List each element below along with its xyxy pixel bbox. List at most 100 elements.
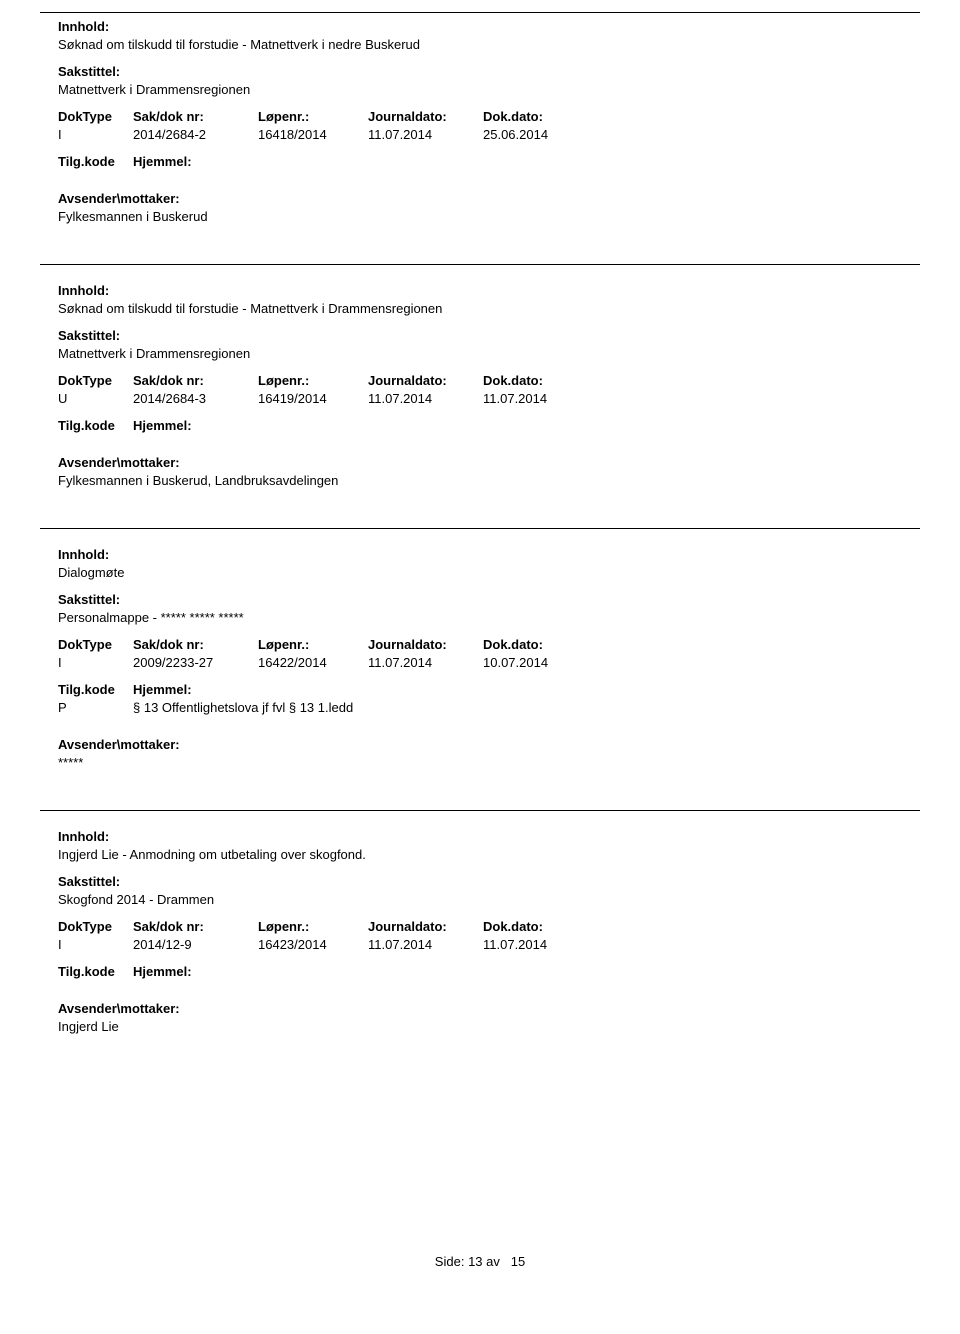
- innhold-label: Innhold:: [58, 19, 920, 34]
- dokdato-header: Dok.dato:: [483, 919, 593, 934]
- avsender-value: Ingjerd Lie: [58, 1019, 920, 1034]
- record-divider: [40, 264, 920, 265]
- doktype-value: U: [58, 391, 133, 406]
- journal-record: Innhold:Søknad om tilskudd til forstudie…: [40, 19, 920, 224]
- lopenr-header: Løpenr.:: [258, 637, 368, 652]
- dokdato-header: Dok.dato:: [483, 373, 593, 388]
- avsender-label: Avsender\mottaker:: [58, 1001, 920, 1016]
- avsender-label: Avsender\mottaker:: [58, 191, 920, 206]
- journal-record: Innhold: Dialogmøte Sakstittel: Personalmap…: [40, 547, 920, 770]
- top-rule: [40, 12, 920, 13]
- lopenr-value: 16418/2014: [258, 127, 368, 142]
- lopenr-value: 16419/2014: [258, 391, 368, 406]
- footer-side-label: Side:: [435, 1254, 465, 1269]
- doktype-value: I: [58, 937, 133, 952]
- sakstittel-value: Matnettverk i Drammensregionen: [58, 346, 920, 361]
- saknr-header: Sak/dok nr:: [133, 373, 258, 388]
- hjemmel-label: Hjemmel:: [133, 154, 192, 169]
- journal-record: Innhold: Ingjerd Lie - Anmodning om utbet…: [40, 829, 920, 1034]
- records-container: Innhold: Søknad om tilskudd til forstudie…: [40, 19, 920, 1034]
- innhold-label: Innhold:: [58, 283, 920, 298]
- innhold-label: Innhold:: [58, 829, 920, 844]
- record-data-row: I2014/2684-216418/201411.07.201425.06.20…: [58, 127, 920, 142]
- innhold-value: Ingjerd Lie - Anmodning om utbetaling ov…: [58, 847, 920, 862]
- journaldato-header: Journaldato:: [368, 919, 483, 934]
- sakstittel-label: Sakstittel:: [58, 64, 920, 79]
- tilgkode-value: P: [58, 700, 133, 715]
- hjemmel-label: Hjemmel:: [133, 418, 192, 433]
- tilgkode-row: Tilg.kodeHjemmel:: [58, 154, 920, 169]
- sakstittel-value: Skogfond 2014 - Drammen: [58, 892, 920, 907]
- record-data-row: I2014/12-916423/201411.07.201411.07.2014: [58, 937, 920, 952]
- journaldato-header: Journaldato:: [368, 637, 483, 652]
- journaldato-value: 11.07.2014: [368, 937, 483, 952]
- tilgkode-label: Tilg.kode: [58, 964, 133, 979]
- avsender-value: Fylkesmannen i Buskerud: [58, 209, 920, 224]
- tilgkode-label: Tilg.kode: [58, 682, 133, 697]
- record-data-row: U2014/2684-316419/201411.07.201411.07.20…: [58, 391, 920, 406]
- sakstittel-label: Sakstittel:: [58, 592, 920, 607]
- record-divider: [40, 528, 920, 529]
- hjemmel-label: Hjemmel:: [133, 964, 192, 979]
- saknr-value: 2014/2684-2: [133, 127, 258, 142]
- doktype-value: I: [58, 127, 133, 142]
- journaldato-value: 11.07.2014: [368, 391, 483, 406]
- lopenr-value: 16423/2014: [258, 937, 368, 952]
- record-data-row: I2009/2233-2716422/201411.07.201410.07.2…: [58, 655, 920, 670]
- lopenr-header: Løpenr.:: [258, 109, 368, 124]
- dokdato-value: 11.07.2014: [483, 937, 593, 952]
- innhold-value: Søknad om tilskudd til forstudie - Matne…: [58, 301, 920, 316]
- journaldato-header: Journaldato:: [368, 373, 483, 388]
- page-footer: Side: 13 av 15: [40, 1254, 920, 1269]
- sakstittel-value: Matnettverk i Drammensregionen: [58, 82, 920, 97]
- dokdato-header: Dok.dato:: [483, 637, 593, 652]
- lopenr-value: 16422/2014: [258, 655, 368, 670]
- footer-page: 13: [468, 1254, 482, 1269]
- innhold-value: Dialogmøte: [58, 565, 920, 580]
- journaldato-value: 11.07.2014: [368, 655, 483, 670]
- tilgkode-label: Tilg.kode: [58, 418, 133, 433]
- saknr-value: 2009/2233-27: [133, 655, 258, 670]
- innhold-label: Innhold:: [58, 547, 920, 562]
- sakstittel-label: Sakstittel:: [58, 874, 920, 889]
- journaldato-value: 11.07.2014: [368, 127, 483, 142]
- tilgkode-row: Tilg.kodeHjemmel:: [58, 418, 920, 433]
- footer-total: 15: [511, 1254, 525, 1269]
- saknr-header: Sak/dok nr:: [133, 919, 258, 934]
- tilgkode-label: Tilg.kode: [58, 154, 133, 169]
- doktype-header: DokType: [58, 637, 133, 652]
- doktype-header: DokType: [58, 109, 133, 124]
- record-header-row: DokTypeSak/dok nr:Løpenr.:Journaldato:Do…: [58, 373, 920, 388]
- dokdato-value: 10.07.2014: [483, 655, 593, 670]
- footer-av: av: [486, 1254, 500, 1269]
- dokdato-value: 11.07.2014: [483, 391, 593, 406]
- dokdato-value: 25.06.2014: [483, 127, 593, 142]
- avsender-label: Avsender\mottaker:: [58, 455, 920, 470]
- saknr-header: Sak/dok nr:: [133, 637, 258, 652]
- avsender-label: Avsender\mottaker:: [58, 737, 920, 752]
- hjemmel-value-row: P§ 13 Offentlighetslova jf fvl § 13 1.le…: [58, 700, 920, 715]
- doktype-value: I: [58, 655, 133, 670]
- tilgkode-row: Tilg.kodeHjemmel:: [58, 964, 920, 979]
- tilgkode-row: Tilg.kodeHjemmel:: [58, 682, 920, 697]
- dokdato-header: Dok.dato:: [483, 109, 593, 124]
- record-divider: [40, 810, 920, 811]
- journaldato-header: Journaldato:: [368, 109, 483, 124]
- record-header-row: DokTypeSak/dok nr:Løpenr.:Journaldato:Do…: [58, 637, 920, 652]
- lopenr-header: Løpenr.:: [258, 373, 368, 388]
- sakstittel-label: Sakstittel:: [58, 328, 920, 343]
- hjemmel-label: Hjemmel:: [133, 682, 192, 697]
- avsender-value: *****: [58, 755, 920, 770]
- avsender-value: Fylkesmannen i Buskerud, Landbruksavdeli…: [58, 473, 920, 488]
- lopenr-header: Løpenr.:: [258, 919, 368, 934]
- record-header-row: DokTypeSak/dok nr:Løpenr.:Journaldato:Do…: [58, 109, 920, 124]
- saknr-value: 2014/12-9: [133, 937, 258, 952]
- saknr-header: Sak/dok nr:: [133, 109, 258, 124]
- doktype-header: DokType: [58, 373, 133, 388]
- hjemmel-value: § 13 Offentlighetslova jf fvl § 13 1.led…: [133, 700, 353, 715]
- sakstittel-value: Personalmappe - ***** ***** *****: [58, 610, 920, 625]
- record-header-row: DokTypeSak/dok nr:Løpenr.:Journaldato:Do…: [58, 919, 920, 934]
- saknr-value: 2014/2684-3: [133, 391, 258, 406]
- doktype-header: DokType: [58, 919, 133, 934]
- journal-record: Innhold: Søknad om tilskudd til forstudie…: [40, 283, 920, 488]
